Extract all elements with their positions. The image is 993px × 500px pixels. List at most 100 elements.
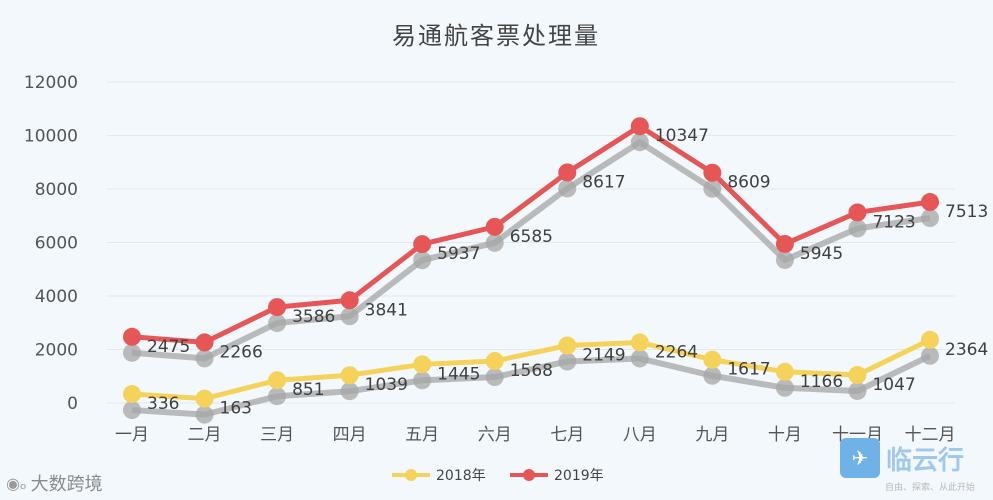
x-tick-label: 七月	[550, 425, 584, 445]
grid-layer	[107, 81, 955, 404]
series-shadow-point	[413, 251, 432, 270]
data-point	[558, 163, 577, 182]
series-shadow-point	[123, 343, 141, 362]
legend-label: 2019年	[554, 468, 604, 484]
series-shadow-point	[268, 387, 287, 406]
data-label: 5945	[800, 244, 843, 264]
series-shadow-point	[340, 382, 359, 401]
series-line-0	[131, 337, 932, 402]
x-tick-label: 五月	[405, 425, 439, 445]
watermark-right-name: 临云行	[886, 445, 965, 476]
data-point	[413, 355, 432, 374]
series-shadow-point	[558, 352, 577, 371]
data-label: 2364	[945, 340, 988, 360]
series-shadow-point	[703, 366, 722, 385]
y-tick-label: 8000	[35, 180, 78, 200]
series-line-1	[131, 123, 931, 345]
data-point	[630, 117, 649, 136]
data-point	[775, 362, 794, 381]
watermark-right: ✈ 临云行	[840, 438, 964, 478]
data-label: 2266	[220, 342, 263, 362]
series-shadow-point	[123, 401, 141, 420]
weibo-icon: ◉ₒ	[6, 473, 27, 493]
data-point	[485, 217, 504, 236]
axis-layer: 0 2000 4000 6000 8000 10000 12000 一月 二月 三月 四月 五月 六月 七…	[24, 73, 956, 445]
series-shadow-point	[485, 233, 504, 252]
x-tick-label: 十二月	[905, 425, 956, 445]
legend-swatch-marker	[523, 469, 535, 481]
data-point	[703, 163, 722, 182]
y-tick-label: 6000	[35, 234, 78, 254]
data-label: 1568	[510, 361, 553, 381]
series-shadow-point	[558, 179, 577, 198]
data-point	[485, 352, 504, 371]
legend-swatch-marker	[405, 469, 417, 481]
data-point	[195, 389, 214, 408]
x-tick-label: 八月	[623, 425, 657, 445]
series-shadow-point	[775, 378, 794, 397]
data-point	[268, 298, 287, 317]
series-shadow-point	[775, 250, 794, 269]
data-point	[848, 365, 867, 384]
data-label: 7513	[945, 202, 988, 222]
series-shadow-line	[131, 139, 931, 362]
series-shadow-line	[131, 353, 932, 418]
series-shadow-point	[703, 179, 722, 198]
data-label: 2475	[147, 337, 190, 357]
y-tick-label: 4000	[35, 287, 78, 307]
data-point	[413, 235, 432, 254]
data-label: 5937	[437, 244, 480, 264]
data-point	[921, 193, 939, 212]
data-label: 6585	[510, 227, 553, 247]
data-label: 8617	[582, 172, 625, 192]
series-shadow-point	[195, 405, 214, 424]
series-shadow-point	[921, 209, 939, 228]
x-tick-label: 六月	[478, 425, 512, 445]
y-tick-label: 12000	[24, 73, 78, 93]
y-tick-label: 2000	[35, 341, 78, 361]
data-label: 3841	[365, 300, 408, 320]
watermark-left-text: 大数跨境	[30, 474, 103, 495]
airplane-icon: ✈	[840, 438, 880, 478]
data-label: 2264	[655, 342, 698, 362]
data-label: 1166	[800, 372, 843, 392]
series-shadow-point	[630, 349, 649, 368]
data-label-layer: 336 163 851 1039 1445 1568 2149 2264 1617 1166 104…	[147, 126, 988, 418]
data-point	[123, 385, 141, 404]
data-point	[123, 327, 141, 346]
x-tick-label: 三月	[260, 425, 294, 445]
data-label: 1039	[365, 375, 408, 395]
data-label: 2149	[582, 346, 625, 366]
series-shadow-point	[340, 307, 359, 326]
data-label: 336	[147, 394, 179, 414]
data-point	[268, 371, 287, 390]
series-layer	[123, 117, 939, 424]
series-shadow-point	[921, 346, 939, 365]
data-label: 1617	[727, 360, 770, 380]
data-point	[848, 203, 867, 222]
series-shadow-point	[630, 133, 649, 152]
data-point	[921, 330, 939, 349]
data-point	[775, 234, 794, 253]
series-shadow-point	[195, 349, 214, 368]
data-point	[703, 350, 722, 369]
data-point	[340, 291, 359, 310]
data-point	[558, 336, 577, 355]
series-shadow-point	[848, 219, 867, 238]
data-label: 1047	[872, 375, 915, 395]
data-label: 851	[292, 380, 324, 400]
legend-label: 2018年	[436, 468, 486, 484]
watermark-left: ◉ₒ 大数跨境	[6, 470, 103, 496]
series-shadow-point	[848, 381, 867, 400]
series-shadow-point	[268, 314, 287, 333]
watermark-right-slogan: 自由、探索、从此开始	[885, 483, 976, 493]
data-point	[630, 333, 649, 352]
data-point	[195, 333, 214, 352]
chart-title: 易通航客票处理量	[392, 22, 600, 50]
x-tick-label: 四月	[333, 425, 367, 445]
data-point	[340, 366, 359, 385]
series-shadow-point	[485, 368, 504, 387]
x-tick-label: 九月	[695, 425, 729, 445]
